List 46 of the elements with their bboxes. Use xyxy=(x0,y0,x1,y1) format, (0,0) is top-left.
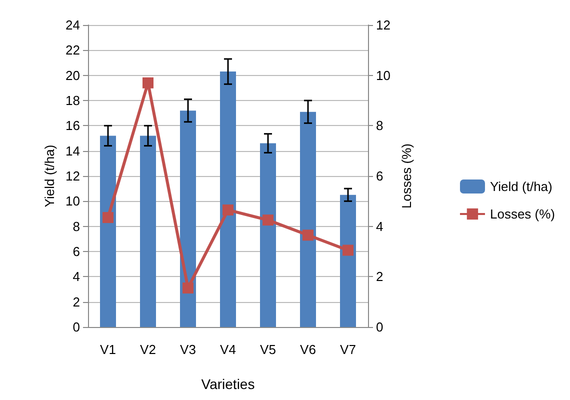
point xyxy=(182,282,194,294)
y-tick-label: 4 xyxy=(72,269,80,284)
y2-tick-label: 0 xyxy=(376,320,384,334)
y-tick-label: 6 xyxy=(72,244,80,259)
y-tick-label: 8 xyxy=(72,218,80,234)
y-tick-label: 0 xyxy=(72,320,80,334)
x-tick-label: V5 xyxy=(260,342,276,357)
bar xyxy=(220,72,236,327)
y-tick-label: 12 xyxy=(66,168,80,184)
x-tick-label: V3 xyxy=(180,342,196,357)
y-tick-label: 16 xyxy=(66,118,80,134)
x-tick-label: V7 xyxy=(340,342,356,357)
x-tick-label: V1 xyxy=(100,342,116,357)
legend-label: Yield (t/ha) xyxy=(490,179,552,194)
y-tick-label: 10 xyxy=(66,194,80,209)
point xyxy=(142,77,154,88)
x-tick-label: V4 xyxy=(220,342,236,357)
y2-tick-label: 12 xyxy=(376,18,390,32)
point xyxy=(222,204,234,216)
bar xyxy=(100,136,116,327)
bar xyxy=(300,112,316,327)
bar xyxy=(340,194,356,327)
y-tick-label: 18 xyxy=(66,93,80,108)
x-tick-label: V6 xyxy=(300,342,316,357)
y2-tick-label: 6 xyxy=(376,168,384,184)
y2-tick-label: 10 xyxy=(376,68,390,83)
y-tick-label: 2 xyxy=(72,294,80,310)
point xyxy=(302,230,314,241)
point xyxy=(102,212,114,224)
y-axis-title: Yield (t/ha) xyxy=(42,144,57,208)
y2-tick-label: 4 xyxy=(376,218,384,234)
x-tick-label: V2 xyxy=(140,342,156,357)
legend-label: Losses (%) xyxy=(490,206,556,222)
bar xyxy=(260,143,276,327)
bar xyxy=(180,110,196,327)
y-tick-label: 14 xyxy=(66,143,80,158)
y2-tick-label: 8 xyxy=(376,118,384,134)
x-axis-title: Varieties xyxy=(201,376,255,392)
y-tick-label: 24 xyxy=(66,18,80,32)
bar xyxy=(140,136,156,327)
point xyxy=(262,214,274,226)
point xyxy=(342,244,354,256)
y-tick-label: 20 xyxy=(66,68,80,83)
y2-tick-label: 2 xyxy=(376,269,384,284)
y-tick-label: 22 xyxy=(66,42,80,58)
y2-axis-title: Losses (%) xyxy=(399,143,414,209)
